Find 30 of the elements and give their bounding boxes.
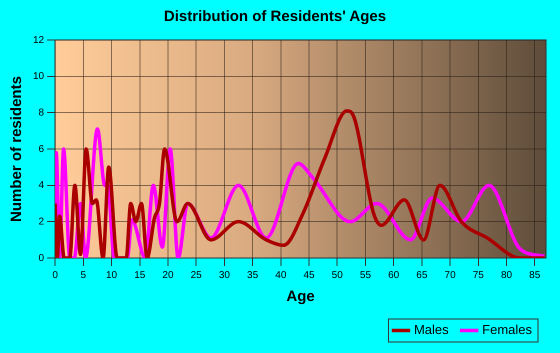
x-axis-title: Age: [286, 288, 315, 306]
y-tick-label: 10: [33, 71, 45, 82]
x-tick-label: 50: [332, 270, 344, 281]
x-tick-label: 20: [162, 270, 174, 281]
x-tick-label: 80: [500, 270, 513, 281]
x-tick-label: 5: [80, 270, 87, 281]
x-tick-label: 40: [275, 270, 287, 281]
y-tick-label: 0: [38, 252, 45, 264]
x-tick-label: 35: [247, 270, 259, 281]
y-tick-label: 8: [38, 107, 45, 118]
x-tick-label: 45: [303, 270, 316, 281]
y-tick-label: 4: [38, 180, 45, 192]
y-tick-label: 2: [38, 216, 45, 228]
x-tick-label: 10: [106, 270, 118, 281]
x-tick-label: 30: [218, 270, 230, 281]
y-tick-label: 12: [33, 34, 45, 46]
legend-label: Females: [482, 322, 532, 338]
x-tick-label: 0: [52, 270, 58, 281]
x-tick-label: 85: [529, 270, 541, 281]
x-tick-label: 75: [472, 270, 484, 281]
x-tick-label: 55: [360, 270, 372, 281]
x-tick-label: 15: [134, 270, 146, 281]
x-tick-label: 25: [190, 270, 202, 281]
x-tick-label: 70: [444, 270, 456, 281]
y-tick-label: 6: [38, 144, 45, 155]
chart-title: Distribution of Residents' Ages: [164, 8, 386, 26]
y-axis-title: Number of residents: [8, 76, 26, 222]
legend-label: Males: [414, 322, 450, 338]
x-tick-label: 65: [416, 270, 428, 281]
x-tick-label: 60: [388, 270, 400, 281]
